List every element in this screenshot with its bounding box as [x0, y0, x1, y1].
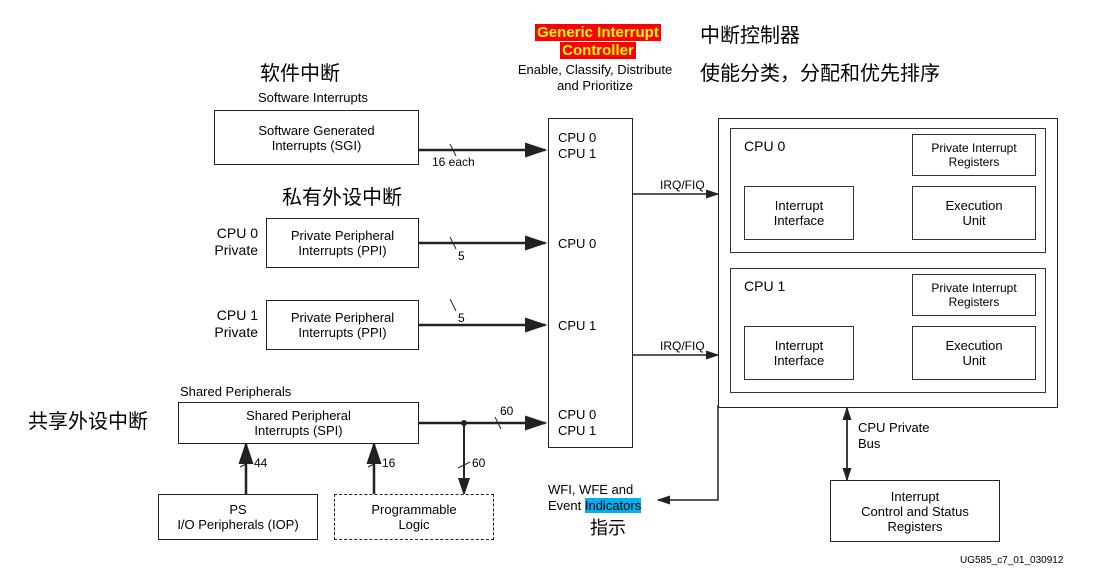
- sw-int-en: Software Interrupts: [258, 90, 368, 106]
- irq-fiq-1: IRQ/FIQ: [660, 339, 705, 353]
- ppi-cn: 私有外设中断: [282, 186, 402, 210]
- figure-id: UG585_c7_01_030912: [960, 555, 1063, 567]
- gic-subtitle-cn: 使能分类，分配和优先排序: [700, 62, 940, 86]
- cpu0-pir: Private InterruptRegisters: [912, 134, 1036, 176]
- ps-iop-box: PS I/O Peripherals (IOP): [158, 494, 318, 540]
- cpu1-ii: InterruptInterface: [744, 326, 854, 380]
- spi-box: Shared Peripheral Interrupts (SPI): [178, 402, 419, 444]
- cpu1-eu: ExecutionUnit: [912, 326, 1036, 380]
- dist-ppi0-target: CPU 0: [558, 236, 596, 252]
- gic-subtitle: Enable, Classify, Distribute and Priorit…: [500, 62, 690, 93]
- sw-int-cn: 软件中断: [260, 62, 340, 86]
- ppi1-count: 5: [458, 311, 465, 325]
- wfi-cn: 指示: [590, 518, 626, 540]
- distributor-box: [548, 118, 633, 448]
- ps-count: 44: [254, 456, 267, 470]
- cpu-private-bus: CPU PrivateBus: [858, 420, 930, 451]
- cpu0-label: CPU 0: [744, 138, 785, 155]
- sgi-box: Software Generated Interrupts (SGI): [214, 110, 419, 165]
- pl-down-count: 60: [472, 456, 485, 470]
- dist-ppi1-target: CPU 1: [558, 318, 596, 334]
- gic-title-cn: 中断控制器: [700, 24, 800, 48]
- wfi-label: WFI, WFE and Event Indicators: [548, 482, 641, 513]
- ppi0-count: 5: [458, 249, 465, 263]
- ppi1-box: Private Peripheral Interrupts (PPI): [266, 300, 419, 350]
- spi-cn: 共享外设中断: [28, 410, 148, 434]
- cpu0-ii: InterruptInterface: [744, 186, 854, 240]
- spi-header: Shared Peripherals: [180, 384, 291, 400]
- gic-title: Generic Interrupt Controller: [508, 24, 688, 60]
- ppi0-box: Private Peripheral Interrupts (PPI): [266, 218, 419, 268]
- dist-sgi-targets: CPU 0CPU 1: [558, 130, 596, 161]
- cpu0-private-label: CPU 0Private: [196, 225, 258, 259]
- pl-box: Programmable Logic: [334, 494, 494, 540]
- dist-spi-targets: CPU 0CPU 1: [558, 407, 596, 438]
- cpu1-label: CPU 1: [744, 278, 785, 295]
- cpu1-pir: Private InterruptRegisters: [912, 274, 1036, 316]
- pl-count: 16: [382, 456, 395, 470]
- irq-fiq-0: IRQ/FIQ: [660, 178, 705, 192]
- icsr-box: Interrupt Control and Status Registers: [830, 480, 1000, 542]
- spi-count: 60: [500, 404, 513, 418]
- sgi-count: 16 each: [432, 155, 475, 169]
- cpu0-eu: ExecutionUnit: [912, 186, 1036, 240]
- cpu1-private-label: CPU 1Private: [196, 307, 258, 341]
